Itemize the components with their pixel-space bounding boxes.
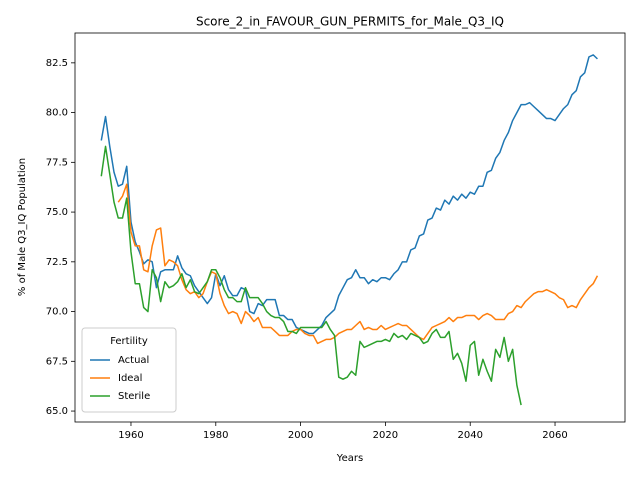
y-axis-label: % of Male Q3_IQ Population [17, 158, 28, 296]
legend-box [81, 327, 177, 413]
legend-label: Ideal [118, 373, 142, 384]
legend-title: Fertility [110, 336, 148, 347]
legend-label: Actual [118, 355, 149, 366]
chart-title: Score_2_in_FAVOUR_GUN_PERMITS_for_Male_Q… [196, 15, 504, 29]
series-line [117, 183, 599, 345]
y-tick-label: 65.0 [46, 406, 68, 417]
x-tick-label: 2040 [457, 430, 482, 441]
x-tick-label: 2060 [542, 430, 567, 441]
legend: Fertility Actual Ideal Sterile [81, 327, 177, 413]
y-tick-label: 75.0 [46, 207, 68, 218]
x-tick-label: 1980 [203, 430, 228, 441]
y-tick-label: 70.0 [46, 307, 68, 318]
x-tick-label: 1960 [118, 430, 143, 441]
legend-label: Sterile [118, 391, 150, 402]
series-line [100, 54, 598, 335]
y-tick-label: 77.5 [46, 157, 68, 168]
plot-frame [74, 32, 626, 423]
y-tick-label: 72.5 [46, 257, 68, 268]
y-tick-label: 80.0 [46, 108, 68, 119]
y-tick-label: 82.5 [46, 58, 68, 69]
x-tick-label: 2000 [288, 430, 313, 441]
series-line [100, 145, 522, 406]
x-tick-label: 2020 [373, 430, 398, 441]
x-axis-label: Years [336, 453, 363, 464]
y-tick-label: 67.5 [46, 356, 68, 367]
